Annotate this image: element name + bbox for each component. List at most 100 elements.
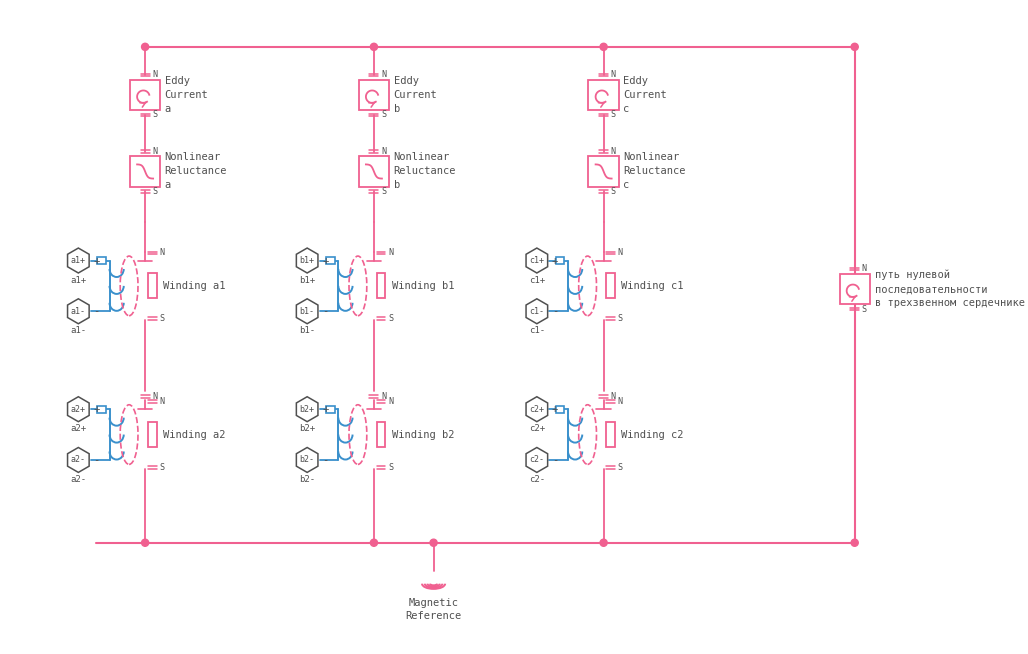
Bar (130, 156, 160, 186)
Text: N: N (618, 397, 623, 406)
Circle shape (851, 43, 858, 50)
Text: -: - (323, 306, 329, 317)
Polygon shape (526, 248, 548, 273)
Bar (97, 257, 106, 264)
Text: S: S (389, 315, 393, 323)
Circle shape (600, 539, 608, 546)
Text: S: S (159, 463, 164, 472)
Text: N: N (152, 71, 157, 79)
Bar (359, 156, 389, 186)
Polygon shape (68, 397, 89, 422)
Polygon shape (68, 447, 89, 472)
Polygon shape (296, 248, 318, 273)
Text: N: N (381, 71, 387, 79)
Bar (97, 405, 106, 413)
Bar (607, 422, 615, 447)
Text: S: S (381, 111, 387, 120)
Text: c1-: c1- (528, 326, 545, 336)
Text: N: N (618, 249, 623, 258)
Circle shape (851, 539, 858, 546)
Text: a2-: a2- (71, 455, 86, 464)
Text: b2+: b2+ (299, 405, 315, 414)
Bar (148, 422, 156, 447)
Text: N: N (611, 71, 616, 79)
Text: -: - (552, 306, 558, 317)
Text: S: S (159, 315, 164, 323)
Text: +: + (94, 256, 100, 266)
Text: N: N (389, 397, 393, 406)
Text: путь нулевой
последовательности
в трехзвенном сердечнике: путь нулевой последовательности в трехзв… (875, 269, 1025, 308)
Text: b1+: b1+ (299, 256, 315, 265)
Text: S: S (618, 463, 623, 472)
Bar (359, 80, 389, 110)
Text: a2-: a2- (70, 475, 86, 484)
Bar (555, 405, 564, 413)
Text: b2-: b2- (299, 455, 315, 464)
Polygon shape (296, 299, 318, 324)
Text: -: - (323, 455, 329, 465)
Bar (376, 422, 386, 447)
Polygon shape (68, 299, 89, 324)
Text: c2+: c2+ (529, 405, 545, 414)
Text: N: N (152, 392, 157, 401)
Text: N: N (152, 147, 157, 156)
Text: -: - (94, 455, 100, 465)
Text: b1+: b1+ (299, 275, 316, 284)
Text: a1+: a1+ (71, 256, 86, 265)
Text: c1+: c1+ (528, 275, 545, 284)
Circle shape (142, 43, 149, 50)
Text: Winding b1: Winding b1 (392, 281, 454, 291)
Text: N: N (389, 249, 393, 258)
Text: N: N (159, 397, 164, 406)
Bar (148, 273, 156, 298)
Bar (555, 257, 564, 264)
Text: c2-: c2- (528, 475, 545, 484)
Text: Winding a2: Winding a2 (162, 430, 225, 439)
Polygon shape (296, 397, 318, 422)
Text: a1+: a1+ (70, 275, 86, 284)
Text: +: + (552, 256, 558, 266)
Circle shape (370, 43, 377, 50)
Text: c1+: c1+ (529, 256, 545, 265)
Bar (588, 156, 619, 186)
Text: S: S (611, 187, 616, 196)
Polygon shape (68, 248, 89, 273)
Text: Magnetic
Reference: Magnetic Reference (405, 598, 462, 621)
Bar (840, 274, 870, 304)
Text: N: N (611, 147, 616, 156)
Text: c2-: c2- (529, 455, 545, 464)
Bar (326, 405, 335, 413)
Text: S: S (381, 187, 387, 196)
Text: Eddy
Current
b: Eddy Current b (394, 76, 437, 114)
Text: b1-: b1- (299, 326, 316, 336)
Text: +: + (552, 404, 558, 414)
Text: b2-: b2- (299, 475, 316, 484)
Text: Winding a1: Winding a1 (162, 281, 225, 291)
Text: +: + (323, 256, 329, 266)
Text: +: + (323, 404, 329, 414)
Text: Nonlinear
Reluctance
c: Nonlinear Reluctance c (623, 152, 686, 190)
Polygon shape (526, 447, 548, 472)
Text: c2+: c2+ (528, 424, 545, 434)
Text: Eddy
Current
a: Eddy Current a (164, 76, 209, 114)
Text: Nonlinear
Reluctance
b: Nonlinear Reluctance b (394, 152, 456, 190)
Polygon shape (526, 299, 548, 324)
Text: S: S (618, 315, 623, 323)
Text: N: N (611, 392, 616, 401)
Text: N: N (159, 249, 164, 258)
Text: a1-: a1- (70, 326, 86, 336)
Text: b2+: b2+ (299, 424, 316, 434)
Text: Nonlinear
Reluctance
a: Nonlinear Reluctance a (164, 152, 227, 190)
Text: S: S (152, 187, 157, 196)
Text: N: N (381, 147, 387, 156)
Text: Winding b2: Winding b2 (392, 430, 454, 439)
Circle shape (142, 539, 149, 546)
Circle shape (430, 539, 437, 546)
Bar (326, 257, 335, 264)
Text: S: S (861, 305, 867, 313)
Text: N: N (861, 264, 867, 273)
Bar (376, 273, 386, 298)
Polygon shape (296, 447, 318, 472)
Text: a2+: a2+ (70, 424, 86, 434)
Text: +: + (94, 404, 100, 414)
